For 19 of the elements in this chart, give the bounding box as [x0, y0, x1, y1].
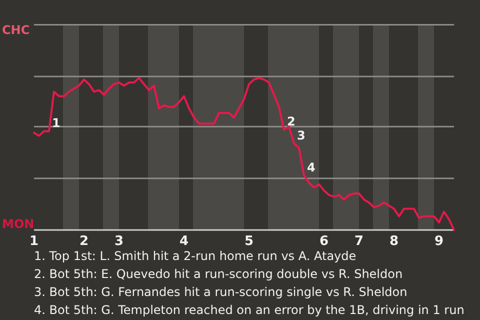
x-tick-label: 5 [244, 234, 254, 249]
annotation: 3 [297, 128, 306, 142]
x-tick-label: 3 [114, 234, 124, 249]
x-tick-label: 4 [179, 234, 189, 249]
annotation: 4 [307, 160, 316, 174]
annotation: 2 [287, 114, 296, 129]
annotation: 1 [52, 116, 60, 130]
annotation: MON [2, 217, 34, 231]
x-tick-label: 9 [434, 234, 444, 249]
x-tick-label: 1 [29, 234, 39, 249]
text: 4. Bot 5th: G. Templeton reached on an error by the 1B, driving in 1 run [34, 303, 464, 317]
text: 3. Bot 5th: G. Fernandes hit a run-scoring single vs R. Sheldon [34, 285, 408, 299]
x-tick-label: 6 [319, 234, 329, 249]
text: 1. Top 1st: L. Smith hit a 2-run home run vs A. Atayde [34, 249, 356, 263]
text: 2. Bot 5th: E. Quevedo hit a run-scoring double vs R. Sheldon [34, 267, 403, 281]
x-tick-label: 2 [79, 234, 89, 249]
text: CHC [2, 23, 30, 37]
x-tick-label: 7 [354, 234, 364, 249]
x-tick-label: 8 [389, 234, 399, 249]
